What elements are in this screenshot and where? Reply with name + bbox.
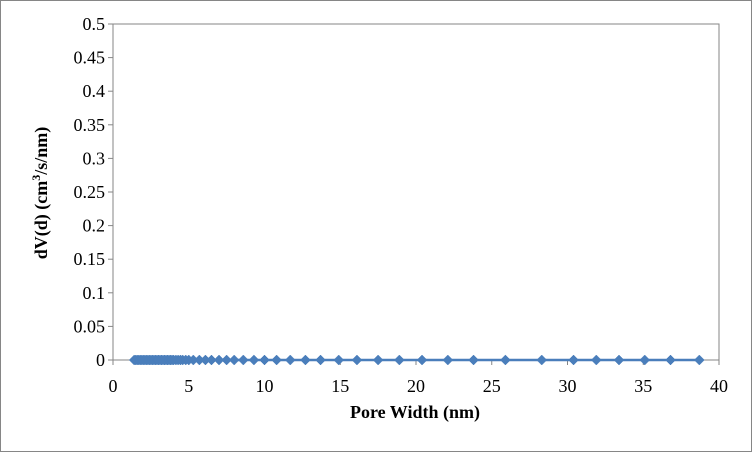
x-tick-label: 35 — [634, 376, 652, 396]
data-point — [271, 354, 282, 366]
data-point — [248, 354, 260, 366]
data-point — [206, 354, 217, 366]
x-tick-label: 20 — [407, 376, 425, 396]
data-point — [416, 354, 428, 366]
data-point — [665, 354, 676, 366]
data-point — [639, 354, 651, 366]
x-tick-label: 30 — [559, 376, 577, 396]
data-point — [613, 354, 625, 366]
x-axis-ticks: 0 5 10 15 20 25 30 35 40 — [109, 360, 728, 396]
y-tick-label: 0.45 — [74, 48, 106, 68]
data-point — [315, 354, 326, 366]
data-point — [468, 354, 479, 366]
data-point — [228, 354, 240, 366]
y-tick-label: 0.2 — [83, 216, 106, 236]
y-axis-ticks: 0 0.05 0.1 0.15 0.2 0.25 0.3 0.35 0.4 0.45 0.5 — [74, 14, 113, 370]
y-tick-label: 0.4 — [83, 81, 106, 101]
data-point — [284, 354, 296, 366]
y-tick-label: 0.1 — [83, 283, 106, 303]
y-tick-label: 0.05 — [74, 316, 106, 336]
data-point — [590, 354, 602, 366]
x-tick-label: 40 — [710, 376, 728, 396]
y-tick-label: 0 — [96, 350, 105, 370]
series-layer — [128, 354, 705, 366]
data-point — [237, 354, 249, 366]
data-point — [221, 354, 232, 366]
data-point — [442, 354, 454, 366]
y-axis-title-sup: 3 — [29, 175, 43, 181]
data-point — [500, 354, 511, 366]
plot-area — [112, 23, 720, 361]
data-point — [259, 354, 270, 366]
y-axis-title: dV(d) (cm3/s/nm) — [29, 127, 52, 260]
data-point — [393, 354, 405, 366]
x-tick-label: 25 — [483, 376, 501, 396]
y-tick-label: 0.25 — [74, 182, 106, 202]
y-tick-label: 0.5 — [83, 14, 106, 34]
data-point — [213, 354, 225, 366]
x-tick-label: 15 — [331, 376, 349, 396]
x-tick-label: 10 — [256, 376, 274, 396]
data-point — [536, 354, 548, 366]
x-axis-title: Pore Width (nm) — [350, 402, 480, 423]
data-point — [300, 354, 311, 366]
data-point — [333, 354, 345, 366]
y-tick-label: 0.35 — [74, 115, 106, 135]
y-axis-title-tail: /s/nm) — [31, 127, 52, 176]
data-point — [372, 354, 384, 366]
x-tick-label: 5 — [184, 376, 193, 396]
x-tick-label: 0 — [109, 376, 118, 396]
y-tick-label: 0.15 — [74, 249, 106, 269]
data-point — [351, 354, 363, 366]
data-point — [693, 354, 705, 366]
data-point — [568, 354, 579, 366]
y-axis-title-main: dV(d) (cm — [31, 181, 52, 260]
y-tick-label: 0.3 — [83, 148, 106, 168]
